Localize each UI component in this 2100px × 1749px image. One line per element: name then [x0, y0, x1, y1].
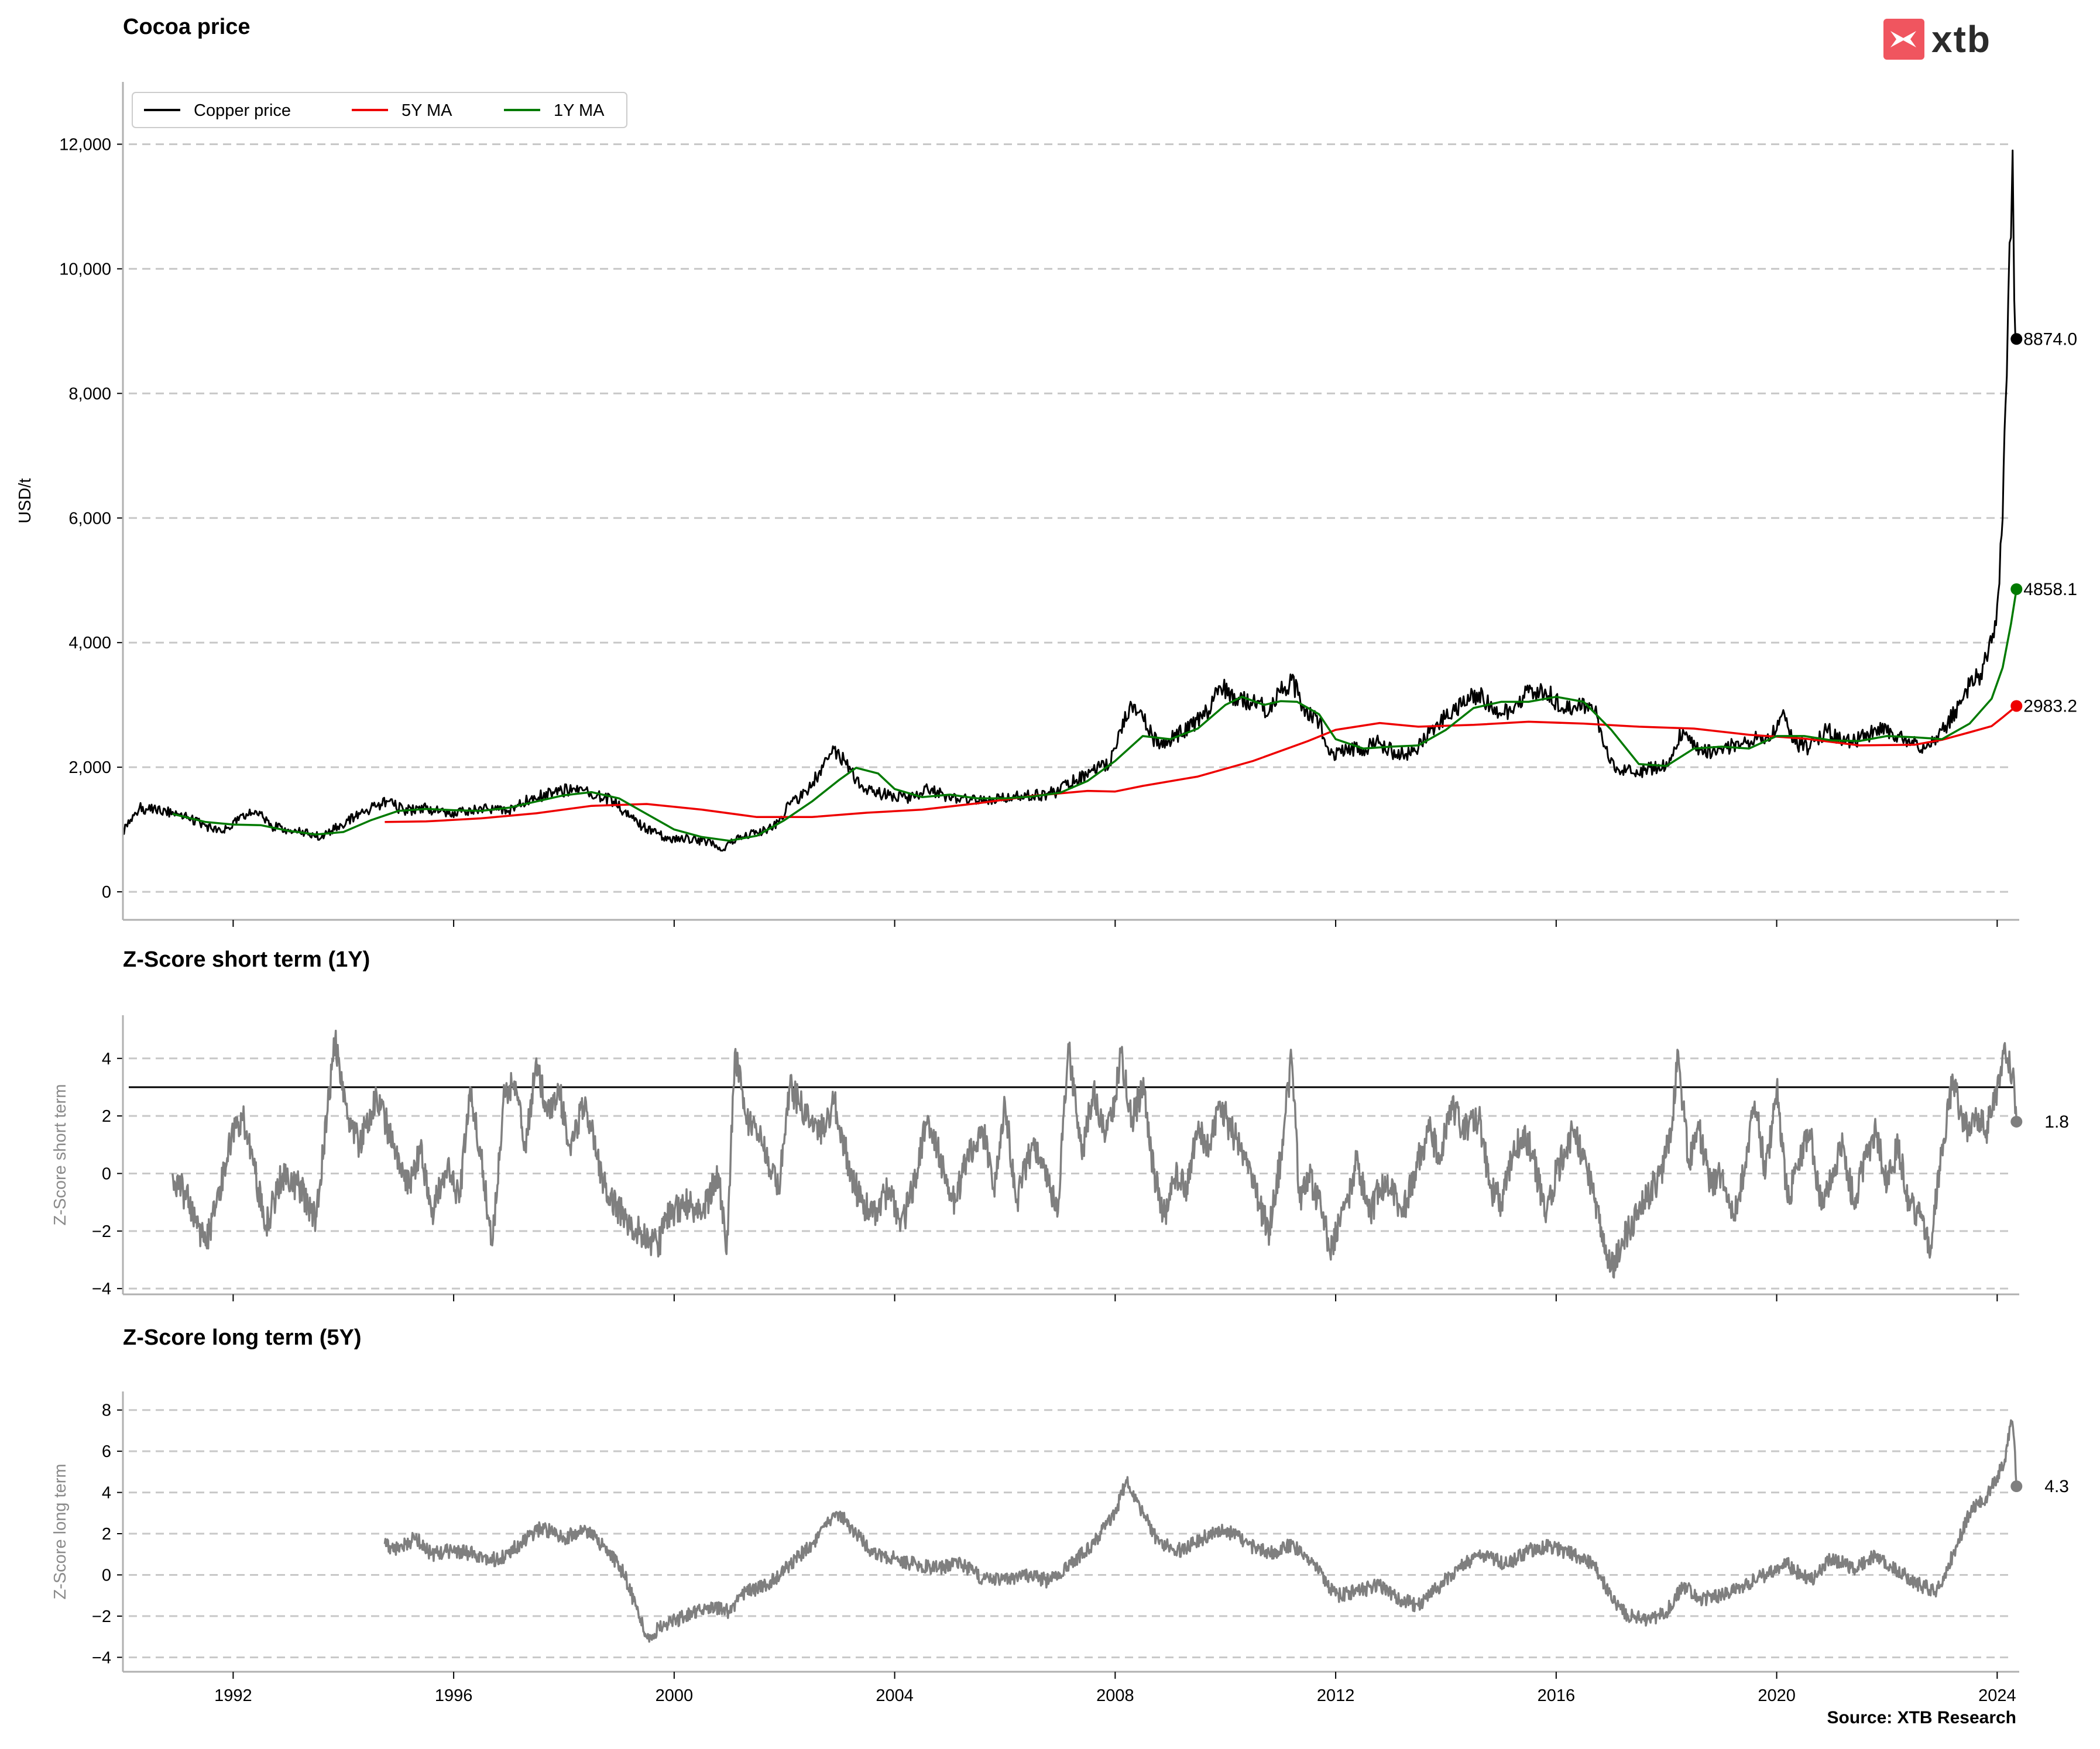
price-series-copper-price [122, 149, 2017, 852]
legend: Copper price 5Y MA 1Y MA [132, 92, 627, 128]
z5-endpoint-marker [2010, 1480, 2023, 1493]
price-ytick-label: 0 [102, 883, 111, 902]
z1-title: Z-Score short term (1Y) [123, 947, 370, 972]
price-ytick-label: 2,000 [68, 758, 111, 777]
z5-xtick-label: 2020 [1758, 1686, 1796, 1705]
price-endpoint-label: 8874.0 [2023, 329, 2077, 349]
z5-ytick-label: 8 [102, 1401, 111, 1420]
z5-ytick-label: −2 [92, 1607, 111, 1626]
xtb-logo-icon [1883, 19, 1924, 60]
z5-ytick-label: 6 [102, 1442, 111, 1461]
z1-ytick-label: 4 [102, 1050, 111, 1068]
z5-ylabel: Z-Score long term [51, 1463, 70, 1599]
price-endpoint-label: 2983.2 [2023, 696, 2077, 716]
z1-ytick-label: 2 [102, 1107, 111, 1126]
price-ylabel: USD/t [16, 478, 35, 523]
z1-endpoint-marker [2010, 1115, 2023, 1128]
legend-label: 5Y MA [402, 101, 452, 120]
z5-xtick-label: 2004 [876, 1686, 914, 1705]
price-endpoint-marker [2010, 333, 2023, 345]
z5-xtick-label: 1992 [214, 1686, 252, 1705]
zscore-long-panel: Z-Score long term (5Y) −4 −2 0 2 4 6 8 Z-Score l… [51, 1325, 2069, 1705]
z1-ylabel: Z-Score short term [51, 1084, 70, 1226]
z5-xtick-label: 1996 [435, 1686, 473, 1705]
z5-xtick-label: 2024 [1978, 1686, 2016, 1705]
price-series-5y-ma [385, 705, 2017, 823]
z5-endpoint-label: 4.3 [2044, 1477, 2069, 1496]
z5-ytick-label: 2 [102, 1525, 111, 1544]
z5-title: Z-Score long term (5Y) [123, 1325, 362, 1350]
zscore-short-panel: Z-Score short term (1Y) −4 −2 0 2 4 Z-Score sh… [51, 947, 2069, 1301]
z5-series-line [383, 1419, 2018, 1643]
z5-ytick-label: 4 [102, 1484, 111, 1503]
price-ytick-label: 8,000 [68, 384, 111, 403]
source-label: Source: XTB Research [1827, 1708, 2016, 1727]
z5-xtick-label: 2012 [1317, 1686, 1355, 1705]
z1-endpoint-label: 1.8 [2044, 1112, 2069, 1132]
price-panel: Cocoa price 0 2,000 4,000 6,000 8,000 10,000 12… [16, 15, 2077, 927]
z1-series-line [171, 1029, 2018, 1279]
price-endpoint-marker [2010, 700, 2023, 712]
price-title: Cocoa price [123, 15, 251, 39]
z1-ytick-label: −2 [92, 1222, 111, 1241]
xtb-logo-text: xtb [1931, 18, 1991, 60]
z5-xtick-label: 2000 [656, 1686, 694, 1705]
price-series-1y-ma [172, 589, 2018, 842]
z5-xtick-label: 2008 [1096, 1686, 1134, 1705]
price-endpoint-marker [2010, 583, 2023, 595]
price-endpoint-label: 4858.1 [2023, 580, 2077, 599]
price-ytick-label: 10,000 [59, 260, 111, 279]
z5-xtick-label: 2016 [1538, 1686, 1576, 1705]
price-ytick-label: 12,000 [59, 135, 111, 154]
z5-ytick-label: 0 [102, 1566, 111, 1585]
price-ytick-label: 6,000 [68, 509, 111, 528]
legend-label: Copper price [194, 101, 291, 120]
legend-label: 1Y MA [554, 101, 605, 120]
z5-ytick-label: −4 [92, 1648, 111, 1667]
xtb-logo: xtb [1883, 18, 1991, 61]
price-ytick-label: 4,000 [68, 634, 111, 652]
z1-ytick-label: −4 [92, 1280, 111, 1298]
z1-ytick-label: 0 [102, 1164, 111, 1183]
